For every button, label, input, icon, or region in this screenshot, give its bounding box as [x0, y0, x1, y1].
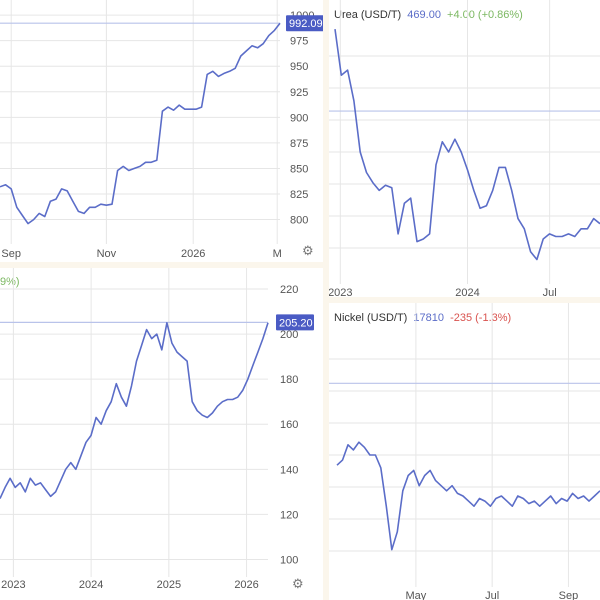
price-badge-text: 992.09 — [289, 18, 323, 30]
y-tick-label: 825 — [290, 189, 308, 201]
gear-icon[interactable]: ⚙ — [292, 576, 304, 591]
urea-change: +4.00 (+0.86%) — [447, 9, 523, 21]
chart-panel-top-left: 8008258508759009259509751000SepNov2026M9… — [0, 0, 323, 262]
chart-svg[interactable]: 8008258508759009259509751000SepNov2026M9… — [0, 0, 323, 262]
series-line — [0, 22, 281, 225]
y-tick-label: 975 — [290, 36, 308, 48]
y-tick-label: 800 — [290, 215, 308, 227]
x-tick-label: Sep — [559, 590, 579, 600]
y-tick-label: 160 — [280, 419, 298, 431]
chart-title-nickel: Nickel (USD/T) 17810 -235 (-1.3%) — [334, 312, 511, 324]
y-tick-label: 950 — [290, 61, 308, 73]
series-line — [0, 321, 269, 499]
y-tick-label: 200 — [280, 329, 298, 341]
y-tick-label: 220 — [280, 284, 298, 296]
x-tick-label: 2023 — [329, 287, 353, 297]
y-tick-label: 120 — [280, 509, 298, 521]
chart-title-urea: Urea (USD/T) 469.00 +4.00 (+0.86%) — [334, 9, 523, 21]
series-line — [336, 441, 600, 551]
x-tick-label: M — [273, 248, 282, 260]
chart-svg[interactable]: 2023 2024 Jul — [329, 0, 600, 297]
x-tick-label: 2024 — [455, 287, 479, 297]
y-tick-label: 875 — [290, 138, 308, 150]
y-tick-label: 850 — [290, 163, 308, 175]
x-tick-label: May — [406, 590, 427, 600]
price-badge-bg — [286, 15, 323, 32]
chart-svg[interactable]: May Jul Sep — [329, 303, 600, 600]
nickel-title: Nickel (USD/T) — [334, 312, 408, 324]
price-badge-text: 205.20 — [279, 317, 313, 329]
gear-icon[interactable]: ⚙ — [302, 243, 314, 258]
x-tick-label: Jul — [543, 287, 557, 297]
x-tick-label: 2024 — [79, 579, 103, 591]
chart-svg[interactable]: 100 120 140 160 180 200 220 2023 2024 2025 2026 205… — [0, 268, 323, 600]
nickel-change: -235 (-1.3%) — [450, 312, 512, 324]
urea-title: Urea (USD/T) — [334, 9, 402, 21]
x-tick-label: 2023 — [1, 579, 25, 591]
chart-panel-nickel: Nickel (USD/T) 17810 -235 (-1.3%) May Jul… — [329, 303, 600, 600]
y-tick-label: 900 — [290, 112, 308, 124]
x-tick-label: 2025 — [157, 579, 181, 591]
last-price-badge: 992.09 — [286, 15, 323, 32]
x-tick-label: Jul — [485, 590, 499, 600]
partial-change-text: 9%) — [0, 276, 20, 288]
y-tick-label: 100 — [280, 554, 298, 566]
x-tick-label: Sep — [1, 248, 21, 260]
y-tick-label: 140 — [280, 464, 298, 476]
last-price-badge: 205.20 — [276, 314, 314, 331]
chart-panel-urea: Urea (USD/T) 469.00 +4.00 (+0.86%) 2023 2… — [329, 0, 600, 297]
series-line — [334, 28, 600, 261]
chart-panel-bottom-left: 9%) 100 120 140 160 180 200 220 2023 2024 2025 202… — [0, 268, 323, 600]
y-tick-label: 180 — [280, 374, 298, 386]
y-tick-label: 925 — [290, 87, 308, 99]
x-tick-label: Nov — [97, 248, 117, 260]
x-tick-label: 2026 — [181, 248, 205, 260]
urea-price: 469.00 — [407, 9, 441, 21]
price-badge-bg — [276, 314, 314, 331]
x-tick-label: 2026 — [234, 579, 258, 591]
nickel-price: 17810 — [413, 312, 444, 324]
